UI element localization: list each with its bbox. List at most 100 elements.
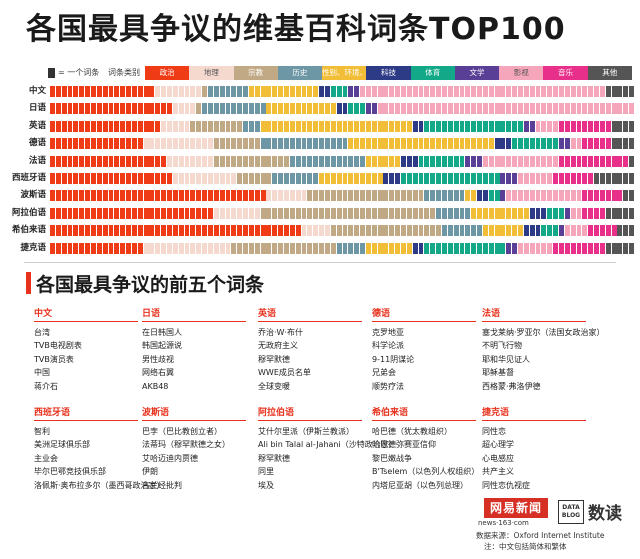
waffle-cell-history xyxy=(441,190,447,202)
waffle-cell-sports xyxy=(447,242,453,254)
waffle-cell-film xyxy=(541,120,547,132)
waffle-cell-region xyxy=(184,173,190,184)
waffle-cell-politics xyxy=(137,207,143,219)
waffle-cell-politics xyxy=(90,207,96,219)
waffle-cell-music xyxy=(594,155,599,167)
waffle-cell-history xyxy=(336,138,342,150)
waffle-cell-history xyxy=(336,155,342,167)
waffle-cell-film xyxy=(529,155,535,167)
waffle-cell-politics xyxy=(126,242,131,254)
waffle-cell-other xyxy=(605,173,611,184)
row-label: 英语 xyxy=(28,120,46,131)
waffle-cell-film xyxy=(570,103,576,115)
waffle-cell-culture xyxy=(512,242,518,254)
waffle-cell-music xyxy=(582,242,588,254)
waffle-cell-music xyxy=(599,190,605,202)
waffle-cell-history xyxy=(295,155,301,167)
waffle-cell-culture xyxy=(365,103,371,115)
waffle-cell-society xyxy=(406,120,412,132)
waffle-cell-religion xyxy=(377,190,383,202)
waffle-cell-politics xyxy=(126,103,131,115)
waffle-cell-film xyxy=(518,155,523,167)
subtitle-accent-bar xyxy=(26,272,31,294)
waffle-cell-sports xyxy=(330,86,336,97)
waffle-cell-film xyxy=(535,86,541,97)
waffle-cell-music xyxy=(605,225,611,237)
top5-item: TVB演员表 xyxy=(34,354,74,364)
waffle-cell-politics xyxy=(73,155,79,167)
waffle-cell-other xyxy=(605,86,611,97)
waffle-cell-other xyxy=(623,173,629,184)
waffle-cell-tech xyxy=(412,155,418,167)
waffle-cell-music xyxy=(588,155,594,167)
waffle-cell-society xyxy=(482,207,488,219)
waffle-cell-politics xyxy=(96,86,102,97)
waffle-cell-politics xyxy=(50,86,55,97)
waffle-cell-politics xyxy=(114,155,120,167)
top5-item: 古兰经批判 xyxy=(142,480,182,490)
waffle-cell-politics xyxy=(137,225,143,237)
waffle-cell-music xyxy=(594,190,599,202)
waffle-cell-religion xyxy=(336,225,342,237)
waffle-cell-region xyxy=(219,173,225,184)
waffle-cell-politics xyxy=(61,225,67,237)
waffle-cell-sports xyxy=(553,138,559,150)
waffle-cell-tech xyxy=(383,173,389,184)
waffle-cell-politics xyxy=(90,155,96,167)
waffle-cell-politics xyxy=(260,225,266,237)
waffle-cell-music xyxy=(588,242,594,254)
waffle-cell-film xyxy=(553,155,559,167)
waffle-cell-politics xyxy=(108,120,114,132)
waffle-cell-sports xyxy=(412,173,418,184)
waffle-cell-music xyxy=(558,155,564,167)
waffle-cell-religion xyxy=(301,242,307,254)
waffle-cell-region xyxy=(184,103,190,115)
waffle-cell-history xyxy=(307,155,313,167)
waffle-cell-sports xyxy=(441,120,447,132)
top5-item: 同性恋仇视症 xyxy=(482,480,530,490)
waffle-cell-politics xyxy=(67,225,73,237)
waffle-cell-other xyxy=(629,120,635,132)
waffle-cell-politics xyxy=(207,207,213,219)
waffle-cell-society xyxy=(494,225,500,237)
top5-group-underline xyxy=(34,420,138,421)
waffle-cell-religion xyxy=(237,155,243,167)
waffle-cell-other xyxy=(623,138,629,150)
waffle-cell-film xyxy=(512,155,518,167)
row-label: 德语 xyxy=(28,138,46,149)
waffle-cell-politics xyxy=(126,225,131,237)
waffle-cell-society xyxy=(482,225,488,237)
waffle-cell-film xyxy=(418,86,424,97)
waffle-cell-religion xyxy=(243,155,248,167)
waffle-cell-music xyxy=(570,155,576,167)
waffle-cell-politics xyxy=(108,138,114,150)
waffle-cell-history xyxy=(202,103,208,115)
waffle-cell-music xyxy=(582,190,588,202)
waffle-cell-religion xyxy=(243,173,248,184)
top5-group-language: 波斯语 xyxy=(142,408,170,418)
waffle-cell-history xyxy=(295,138,301,150)
waffle-cell-film xyxy=(541,190,547,202)
waffle-cell-sports xyxy=(494,120,500,132)
waffle-cell-society xyxy=(272,120,278,132)
waffle-cell-film xyxy=(401,86,406,97)
waffle-cell-sports xyxy=(465,173,471,184)
waffle-cell-religion xyxy=(336,190,342,202)
waffle-cell-film xyxy=(518,190,523,202)
top5-group-language: 德语 xyxy=(372,309,391,319)
waffle-cell-tech xyxy=(319,86,325,97)
waffle-cell-history xyxy=(266,138,272,150)
waffle-cell-politics xyxy=(155,190,161,202)
waffle-cell-film xyxy=(500,86,506,97)
waffle-cell-other xyxy=(629,225,635,237)
waffle-cell-film xyxy=(564,190,570,202)
waffle-cell-other xyxy=(611,86,617,97)
waffle-cell-society xyxy=(336,120,342,132)
waffle-cell-religion xyxy=(401,207,406,219)
row-label: 日语 xyxy=(28,103,46,114)
waffle-cell-politics xyxy=(155,155,161,167)
waffle-cell-politics xyxy=(237,190,243,202)
top5-item: 洛佩斯·奥布拉多尔（墨西哥政治家） xyxy=(34,480,165,490)
waffle-cell-religion xyxy=(202,120,208,132)
waffle-cell-politics xyxy=(184,190,190,202)
